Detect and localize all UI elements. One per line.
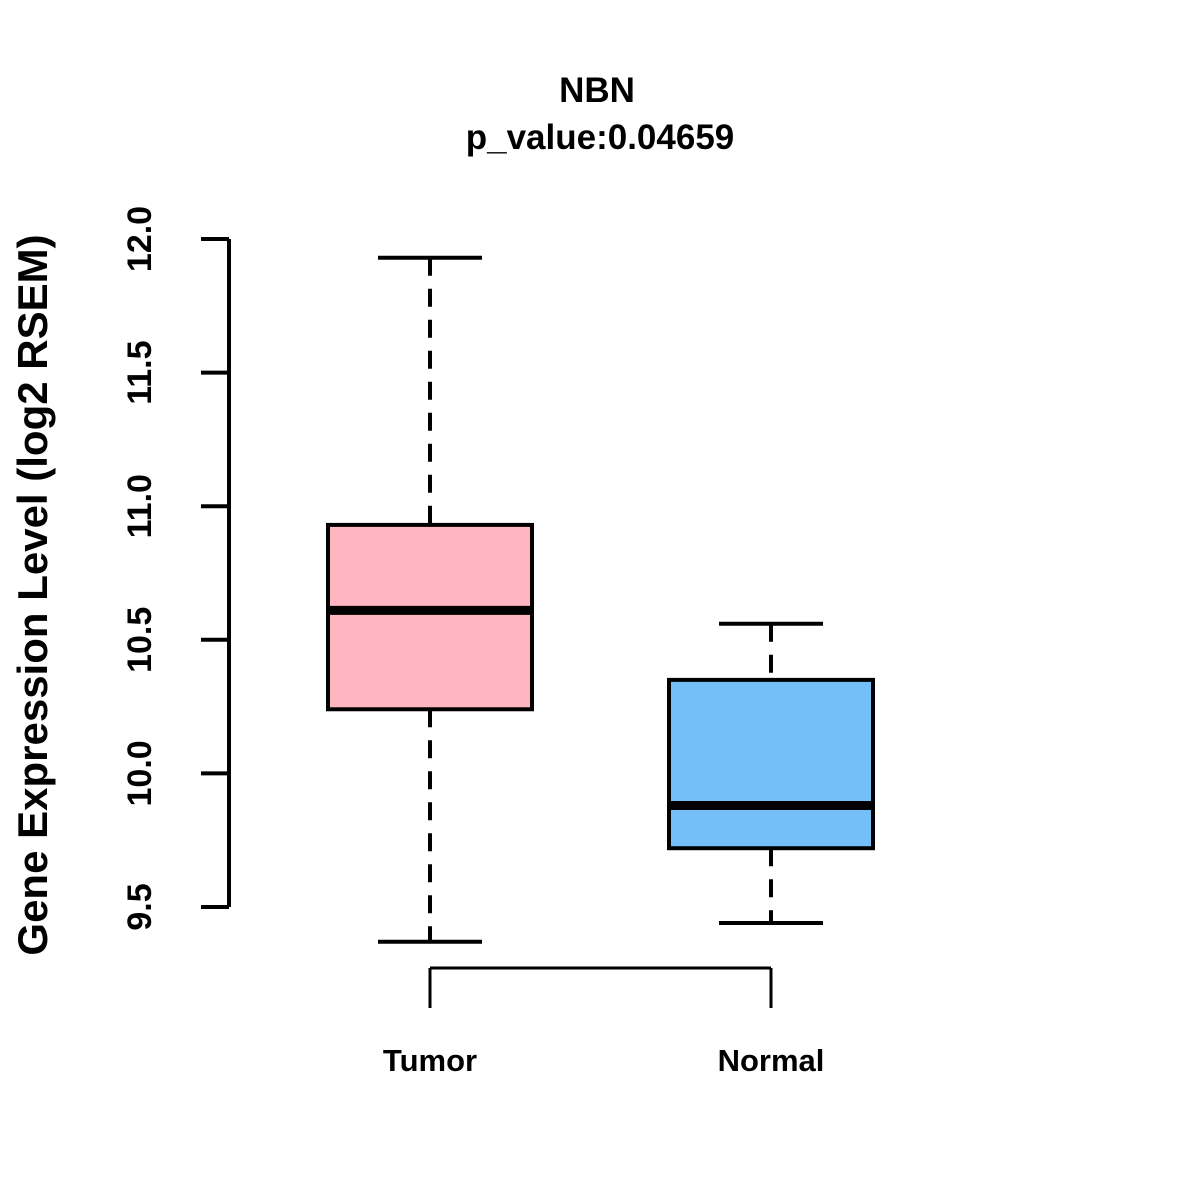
category-label-tumor: Tumor (382, 1043, 478, 1078)
y-axis-tick-label: 11.0 (121, 474, 159, 538)
y-axis-tick-label: 10.0 (121, 740, 159, 806)
y-axis-tick-label: 11.5 (121, 340, 159, 404)
y-axis-label: Gene Expression Level (log2 RSEM) (9, 234, 56, 956)
chart-title: NBN (559, 71, 635, 110)
y-axis-tick-label: 10.5 (121, 607, 159, 673)
y-axis-tick-label: 9.5 (121, 883, 159, 930)
box-tumor (326, 522, 534, 712)
category-label-normal: Normal (717, 1043, 825, 1078)
chart-subtitle-pvalue: p_value:0.04659 (465, 118, 735, 157)
y-axis-tick-label: 12.0 (121, 206, 159, 272)
box-normal (667, 677, 875, 851)
